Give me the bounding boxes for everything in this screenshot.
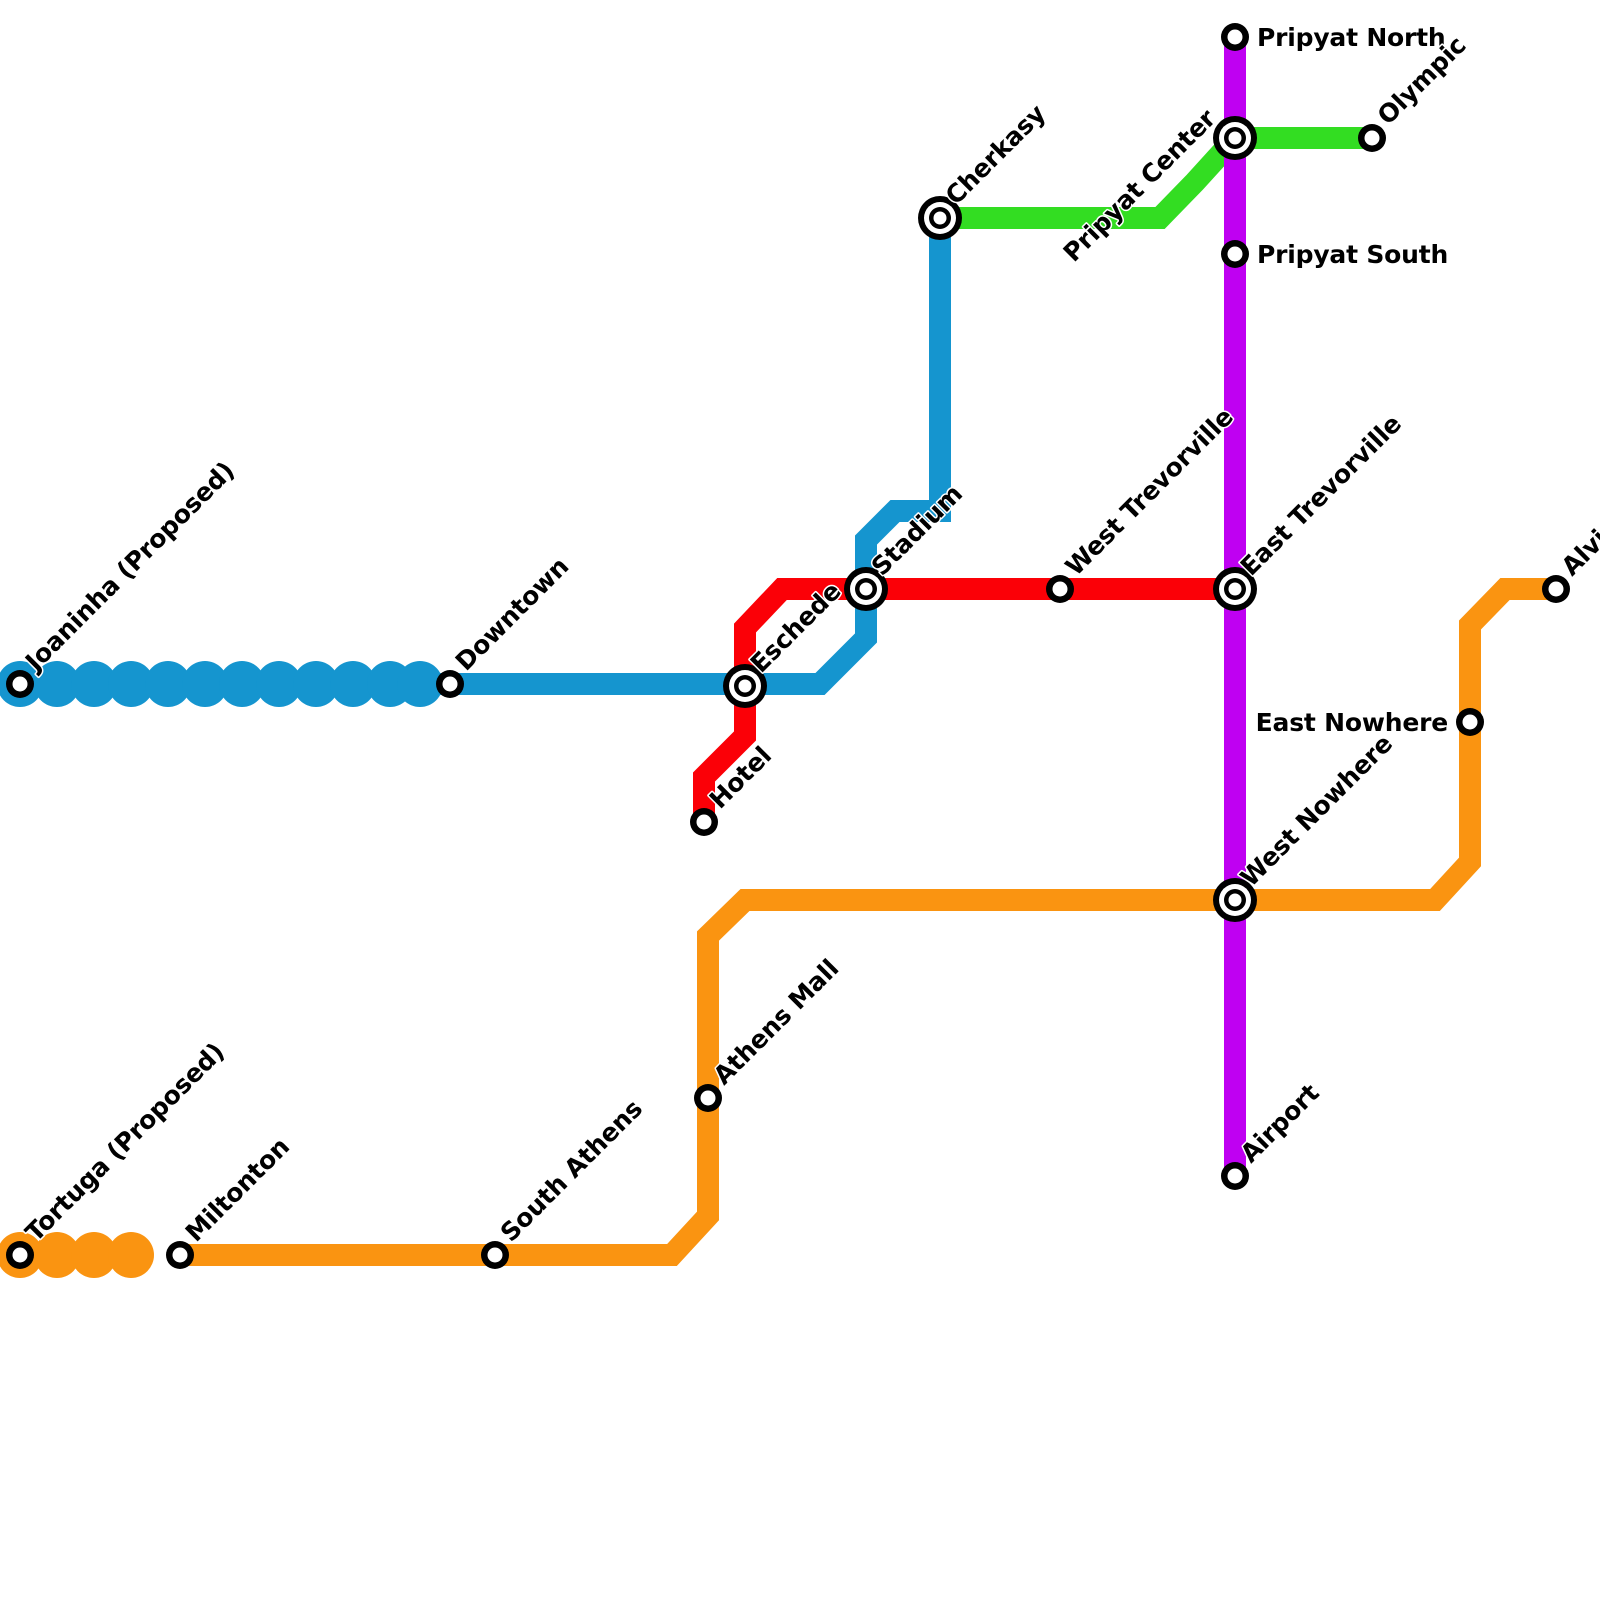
red-line-path[interactable] — [693, 578, 1235, 822]
station-center — [172, 1247, 188, 1263]
station-center — [1227, 246, 1243, 262]
station-label-east-nowhere: East Nowhere — [1256, 708, 1448, 737]
station-ring — [1228, 131, 1242, 145]
station-center — [442, 676, 458, 692]
station-center — [487, 1247, 503, 1263]
station-center — [12, 676, 28, 692]
proposed-bead — [108, 661, 154, 707]
station-marker-pripyat-north[interactable] — [1221, 23, 1249, 51]
station-marker-alvinburg[interactable] — [1542, 575, 1570, 603]
orange-proposed-segment[interactable] — [0, 1232, 154, 1278]
station-label-pripyat-south: Pripyat South — [1257, 240, 1448, 269]
blue-proposed-segment[interactable] — [0, 661, 443, 707]
station-center — [1364, 130, 1380, 146]
station-label-pripyat-north: Pripyat North — [1257, 23, 1446, 52]
station-center — [1462, 714, 1478, 730]
blue-line-path[interactable] — [20, 218, 951, 695]
station-marker-hotel[interactable] — [690, 808, 718, 836]
proposed-bead — [182, 661, 228, 707]
station-ring — [933, 211, 947, 225]
station-center — [1227, 1168, 1243, 1184]
proposed-bead — [71, 1232, 117, 1278]
station-marker-pripyat-south[interactable] — [1221, 240, 1249, 268]
station-marker-athens-mall[interactable] — [694, 1084, 722, 1112]
station-marker-west-nowhere[interactable] — [1213, 878, 1257, 922]
station-center — [1227, 29, 1243, 45]
proposed-bead — [108, 1232, 154, 1278]
station-marker-west-trevorville[interactable] — [1046, 575, 1074, 603]
station-marker-miltonton[interactable] — [166, 1241, 194, 1269]
station-ring — [1228, 893, 1242, 907]
station-marker-joaninha[interactable] — [6, 670, 34, 698]
station-center — [12, 1247, 28, 1263]
green-line-path[interactable] — [940, 127, 1372, 229]
proposed-bead — [34, 661, 80, 707]
station-marker-downtown[interactable] — [436, 670, 464, 698]
station-marker-east-trevorville[interactable] — [1213, 567, 1257, 611]
station-ring — [859, 582, 873, 596]
proposed-bead — [397, 661, 443, 707]
proposed-bead — [293, 661, 339, 707]
proposed-bead — [145, 661, 191, 707]
proposed-bead — [34, 1232, 80, 1278]
station-marker-eschede[interactable] — [723, 664, 767, 708]
station-center — [700, 1090, 716, 1106]
station-marker-cherkasy[interactable] — [918, 196, 962, 240]
proposed-bead — [330, 661, 376, 707]
station-marker-south-athens[interactable] — [481, 1241, 509, 1269]
station-marker-stadium[interactable] — [844, 567, 888, 611]
station-marker-airport[interactable] — [1221, 1162, 1249, 1190]
proposed-bead — [256, 661, 302, 707]
station-center — [696, 814, 712, 830]
station-marker-tortuga[interactable] — [6, 1241, 34, 1269]
proposed-bead — [71, 661, 117, 707]
station-ring — [738, 679, 752, 693]
proposed-bead — [219, 661, 265, 707]
station-marker-pripyat-center[interactable] — [1213, 116, 1257, 160]
station-marker-east-nowhere[interactable] — [1456, 708, 1484, 736]
station-ring — [1228, 582, 1242, 596]
station-center — [1548, 581, 1564, 597]
station-marker-layer — [6, 23, 1570, 1269]
station-marker-olympic[interactable] — [1358, 124, 1386, 152]
station-center — [1052, 581, 1068, 597]
